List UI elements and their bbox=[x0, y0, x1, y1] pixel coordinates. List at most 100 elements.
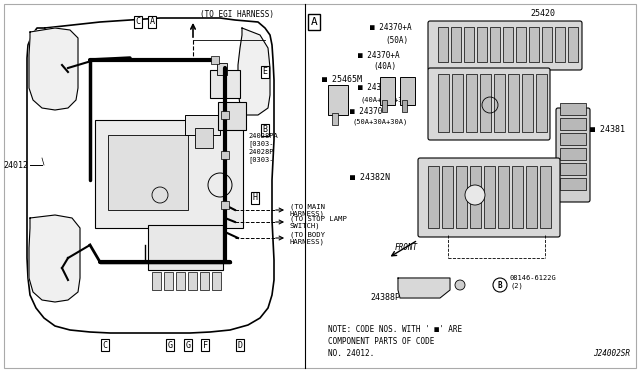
Bar bbox=[560, 133, 586, 145]
Bar bbox=[490, 27, 500, 62]
Bar bbox=[217, 63, 227, 75]
Bar bbox=[212, 272, 221, 290]
Bar bbox=[438, 74, 449, 132]
Bar bbox=[188, 272, 197, 290]
FancyBboxPatch shape bbox=[428, 68, 550, 140]
Text: FRONT: FRONT bbox=[395, 244, 418, 253]
Text: J24002SR: J24002SR bbox=[593, 349, 630, 358]
Text: ■ 24370+A: ■ 24370+A bbox=[370, 23, 412, 32]
Bar bbox=[200, 272, 209, 290]
Bar bbox=[451, 27, 461, 62]
Bar bbox=[221, 111, 229, 119]
Bar bbox=[221, 151, 229, 159]
Bar bbox=[211, 56, 219, 64]
Bar bbox=[176, 272, 185, 290]
Bar bbox=[470, 166, 481, 228]
Bar bbox=[185, 115, 220, 135]
Bar bbox=[508, 74, 519, 132]
Bar bbox=[555, 27, 565, 62]
Bar bbox=[560, 103, 586, 115]
Bar bbox=[108, 135, 188, 210]
Bar bbox=[428, 166, 439, 228]
Bar bbox=[560, 163, 586, 175]
Bar bbox=[380, 77, 395, 105]
Bar bbox=[382, 100, 387, 112]
Bar bbox=[464, 27, 474, 62]
Bar bbox=[540, 166, 551, 228]
Bar bbox=[498, 166, 509, 228]
Text: 24028PA
[0303-
24028P
[0303-: 24028PA [0303- 24028P [0303- bbox=[248, 133, 278, 163]
Bar bbox=[484, 166, 495, 228]
Bar bbox=[438, 27, 448, 62]
Bar bbox=[195, 128, 213, 148]
Text: (40A+30A+30A): (40A+30A+30A) bbox=[360, 97, 415, 103]
Text: 25420: 25420 bbox=[530, 10, 555, 19]
Bar bbox=[210, 70, 240, 98]
Text: (TO BODY
HARNESS): (TO BODY HARNESS) bbox=[290, 231, 325, 245]
Bar bbox=[148, 225, 223, 270]
Text: ■ 24370+A: ■ 24370+A bbox=[358, 51, 399, 60]
Bar bbox=[526, 166, 537, 228]
Text: E: E bbox=[262, 67, 268, 77]
Polygon shape bbox=[398, 278, 450, 298]
Text: A: A bbox=[310, 17, 317, 27]
Circle shape bbox=[455, 280, 465, 290]
Text: A: A bbox=[150, 17, 154, 26]
Bar bbox=[466, 74, 477, 132]
FancyBboxPatch shape bbox=[556, 108, 590, 202]
Polygon shape bbox=[29, 28, 78, 110]
Bar bbox=[516, 27, 526, 62]
FancyBboxPatch shape bbox=[418, 158, 560, 237]
Text: ■ 24381: ■ 24381 bbox=[590, 125, 625, 135]
FancyBboxPatch shape bbox=[428, 21, 582, 70]
Bar bbox=[328, 85, 348, 115]
Bar bbox=[494, 74, 505, 132]
Bar bbox=[568, 27, 578, 62]
Text: (TO STOP LAMP
SWITCH): (TO STOP LAMP SWITCH) bbox=[290, 215, 347, 229]
Text: (50A): (50A) bbox=[385, 35, 408, 45]
Polygon shape bbox=[238, 28, 270, 115]
Bar bbox=[452, 74, 463, 132]
Text: 24388P: 24388P bbox=[370, 294, 400, 302]
Bar bbox=[560, 118, 586, 130]
Bar bbox=[221, 201, 229, 209]
Text: (TO EGI HARNESS): (TO EGI HARNESS) bbox=[200, 10, 274, 19]
Text: H: H bbox=[253, 193, 257, 202]
Text: ■ 24382N: ■ 24382N bbox=[350, 173, 390, 183]
Bar bbox=[477, 27, 487, 62]
Circle shape bbox=[493, 278, 507, 292]
Bar bbox=[480, 74, 491, 132]
Text: 24012: 24012 bbox=[3, 160, 28, 170]
Text: F: F bbox=[202, 340, 207, 350]
Text: 08146-6122G
(2): 08146-6122G (2) bbox=[510, 275, 557, 289]
Bar bbox=[512, 166, 523, 228]
Bar bbox=[456, 166, 467, 228]
Bar bbox=[560, 148, 586, 160]
Text: D: D bbox=[237, 340, 243, 350]
Bar bbox=[400, 77, 415, 105]
Text: ■ 24370: ■ 24370 bbox=[350, 108, 382, 116]
Bar bbox=[560, 178, 586, 190]
Bar bbox=[522, 74, 533, 132]
Bar bbox=[503, 27, 513, 62]
Bar bbox=[95, 120, 243, 228]
Text: C: C bbox=[102, 340, 108, 350]
Text: (40A): (40A) bbox=[373, 62, 396, 71]
Bar bbox=[442, 166, 453, 228]
Text: B: B bbox=[498, 280, 502, 289]
Circle shape bbox=[465, 185, 485, 205]
Text: (TO MAIN
HARNESS): (TO MAIN HARNESS) bbox=[290, 203, 325, 217]
Bar bbox=[332, 113, 338, 125]
Bar bbox=[164, 272, 173, 290]
Text: G: G bbox=[168, 340, 173, 350]
Bar bbox=[152, 272, 161, 290]
Text: (50A+30A+30A): (50A+30A+30A) bbox=[352, 119, 407, 125]
Bar bbox=[536, 74, 547, 132]
Polygon shape bbox=[29, 215, 80, 302]
Bar bbox=[218, 102, 246, 130]
Text: NOTE: CODE NOS. WITH ' ■' ARE
COMPONENT PARTS OF CODE
NO. 24012.: NOTE: CODE NOS. WITH ' ■' ARE COMPONENT … bbox=[328, 325, 462, 357]
Text: ■ 25465M: ■ 25465M bbox=[322, 76, 362, 84]
Bar bbox=[542, 27, 552, 62]
Bar bbox=[529, 27, 539, 62]
Text: C: C bbox=[136, 17, 141, 26]
